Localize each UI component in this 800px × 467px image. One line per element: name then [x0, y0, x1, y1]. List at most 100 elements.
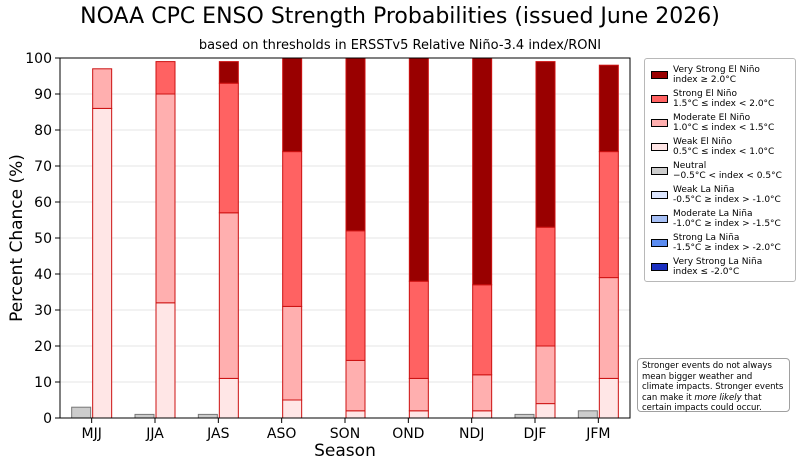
bar-neutral-jfm [577, 410, 598, 419]
x-axis-label: Season [314, 441, 376, 461]
legend-range: -1.5°C ≥ index > -2.0°C [673, 243, 781, 253]
legend-label: Strong La Niña [673, 233, 740, 243]
legend-swatch [651, 167, 668, 175]
legend-swatch [651, 143, 668, 151]
bar-weak-el-nino-mjj [92, 107, 113, 419]
bar-moderate-el-nino-djf [535, 345, 556, 405]
bar-weak-el-nino-jas [218, 377, 239, 419]
y-tick-label: 70 [34, 159, 52, 175]
legend-swatch [651, 95, 668, 103]
note-text: Stronger events do not always mean bigge… [642, 361, 784, 403]
bar-very-strong-el-nino-jas [218, 61, 239, 84]
y-tick-label: 20 [34, 339, 52, 355]
note-text-end: that certain impacts could occur. [642, 392, 762, 414]
legend-item-strong-el-nino: Strong El Niño 1.5°C ≤ index < 2.0°C [649, 89, 795, 113]
legend-label: Weak La Niña [673, 185, 735, 195]
legend-label: Neutral [673, 161, 707, 171]
chart-subtitle: based on thresholds in ERSSTv5 Relative … [198, 38, 602, 53]
bar-neutral-jja [134, 413, 155, 419]
bar-moderate-el-nino-ndj [472, 374, 493, 412]
legend-swatch [651, 191, 668, 199]
bar-neutral-mjj [71, 406, 92, 419]
bar-strong-el-nino-jja [155, 61, 176, 95]
y-tick-label: 30 [34, 303, 52, 319]
x-tick-label: NDJ [459, 426, 484, 442]
y-tick-label: 50 [34, 231, 52, 247]
legend-swatch [651, 119, 668, 127]
legend-label: Very Strong La Niña [673, 257, 763, 267]
y-tick-label: 0 [43, 411, 52, 427]
y-axis-label: Percent Chance (%) [7, 154, 27, 322]
legend-range: −0.5°C < index < 0.5°C [673, 171, 782, 181]
legend-item-weak-la-nina: Weak La Niña -0.5°C ≥ index > -1.0°C [649, 185, 795, 209]
plot-frame [59, 57, 631, 419]
bar-weak-el-nino-djf [535, 403, 556, 419]
bar-strong-el-nino-jas [218, 82, 239, 214]
x-tick-label: OND [392, 426, 424, 442]
legend-range: 1.5°C ≤ index < 2.0°C [673, 99, 775, 109]
y-tick-label: 60 [34, 195, 52, 211]
bar-very-strong-el-nino-aso [282, 57, 303, 153]
legend-range: 0.5°C ≤ index < 1.0°C [673, 147, 775, 157]
bar-strong-el-nino-son [345, 230, 366, 361]
legend-swatch [651, 215, 668, 223]
legend-item-moderate-el-nino: Moderate El Niño 1.0°C ≤ index < 1.5°C [649, 113, 795, 137]
bar-moderate-el-nino-jas [218, 212, 239, 379]
bar-very-strong-el-nino-jfm [598, 64, 619, 153]
bar-strong-el-nino-jfm [598, 151, 619, 279]
x-tick-label: JFM [585, 426, 610, 442]
legend-swatch [651, 239, 668, 247]
bar-very-strong-el-nino-ond [408, 57, 429, 282]
bar-moderate-el-nino-jfm [598, 277, 619, 379]
x-tick-label: SON [330, 426, 360, 442]
bar-weak-el-nino-ndj [472, 410, 493, 419]
legend-label: Strong El Niño [673, 89, 738, 99]
bar-strong-el-nino-ndj [472, 284, 493, 376]
legend: Very Strong El Niño index ≥ 2.0°C Strong… [644, 58, 796, 282]
legend-range: index ≥ 2.0°C [673, 75, 736, 85]
bar-weak-el-nino-son [345, 410, 366, 419]
x-tick-label: MJJ [81, 426, 101, 442]
y-tick-label: 10 [34, 375, 52, 391]
y-tick-label: 90 [34, 87, 52, 103]
bar-very-strong-el-nino-djf [535, 61, 556, 228]
bar-strong-el-nino-ond [408, 280, 429, 379]
legend-label: Moderate El Niño [673, 113, 751, 123]
legend-range: index ≤ -2.0°C [673, 267, 740, 277]
legend-range: -0.5°C ≥ index > -1.0°C [673, 195, 781, 205]
legend-swatch [651, 263, 668, 271]
legend-label: Very Strong El Niño [673, 65, 760, 75]
bar-strong-el-nino-aso [282, 151, 303, 307]
x-tick-label: JAS [206, 426, 229, 442]
legend-range: 1.0°C ≤ index < 1.5°C [673, 123, 775, 133]
bar-moderate-el-nino-ond [408, 377, 429, 412]
axes: 0 10 20 30 40 50 60 70 80 90 100 MJJ JJA JAS ASO SON OND… [25, 51, 631, 442]
y-tick-label: 80 [34, 123, 52, 139]
legend-item-neutral: Neutral −0.5°C < index < 0.5°C [649, 161, 795, 185]
legend-item-very-strong-la-nina: Very Strong La Niña index ≤ -2.0°C [649, 257, 795, 281]
bar-stacks [71, 57, 619, 419]
bar-very-strong-el-nino-ndj [472, 57, 493, 286]
y-tick-label: 40 [34, 267, 52, 283]
bar-very-strong-el-nino-son [345, 57, 366, 232]
bar-weak-el-nino-jfm [598, 377, 619, 419]
bar-neutral-djf [514, 413, 535, 419]
x-tick-label: DJF [524, 426, 547, 442]
bar-moderate-el-nino-son [345, 359, 366, 412]
bar-weak-el-nino-aso [282, 399, 303, 419]
x-tick-label: JJA [145, 426, 164, 442]
chart-title: NOAA CPC ENSO Strength Probabilities (is… [80, 4, 720, 29]
impact-note: Stronger events do not always mean bigge… [637, 358, 790, 414]
bar-moderate-el-nino-jja [155, 93, 176, 304]
bar-neutral-jas [197, 413, 218, 419]
bar-weak-el-nino-ond [408, 410, 429, 419]
legend-item-strong-la-nina: Strong La Niña -1.5°C ≥ index > -2.0°C [649, 233, 795, 257]
x-tick-label: ASO [267, 426, 296, 442]
legend-range: -1.0°C ≥ index > -1.5°C [673, 219, 781, 229]
legend-item-very-strong-el-nino: Very Strong El Niño index ≥ 2.0°C [649, 65, 795, 89]
y-tick-label: 100 [25, 51, 52, 67]
legend-label: Moderate La Niña [673, 209, 753, 219]
legend-item-moderate-la-nina: Moderate La Niña -1.0°C ≥ index > -1.5°C [649, 209, 795, 233]
bar-strong-el-nino-djf [535, 226, 556, 347]
legend-swatch [651, 71, 668, 79]
